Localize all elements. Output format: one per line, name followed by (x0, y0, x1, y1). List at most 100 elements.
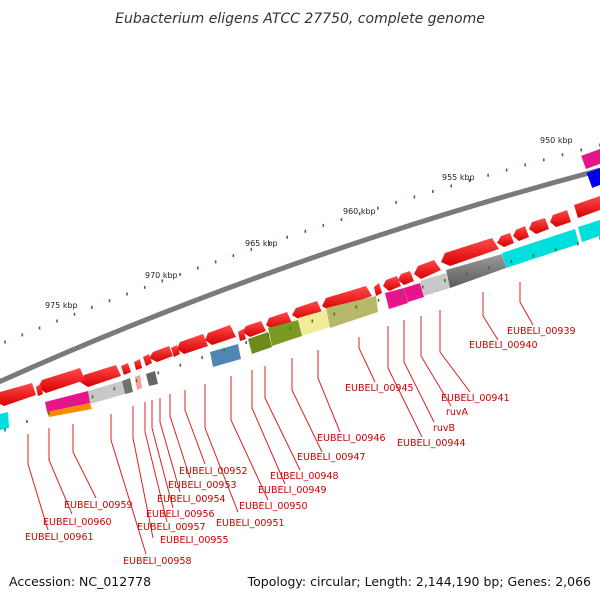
gene-label-eubeli-00945: EUBELI_00945 (345, 383, 414, 394)
scale-label-960: 960 kbp (343, 207, 376, 216)
gene-label-eubeli-00959: EUBELI_00959 (64, 500, 133, 511)
accession-text: Accession: NC_012778 (9, 574, 151, 589)
scale-label-955: 955 kbp (442, 173, 475, 182)
gene-arrow (374, 283, 382, 296)
leader-line (403, 320, 435, 423)
lightgrey-feature (420, 273, 450, 296)
leader-line (27, 434, 49, 531)
gene-arrow (80, 365, 121, 387)
gene-label-eubeli-00960: EUBELI_00960 (43, 517, 112, 528)
gene-arrow (242, 321, 266, 337)
gene-arrow (497, 233, 514, 247)
leader-line (519, 282, 534, 326)
gene-label-eubeli-00956: EUBELI_00956 (146, 509, 215, 520)
gene-arrow (550, 210, 571, 227)
gene-label-eubeli-00944: EUBELI_00944 (397, 438, 466, 449)
scale-label-970: 970 kbp (145, 271, 178, 280)
gene-arrow (529, 218, 549, 234)
gene-label-eubeli-00958: EUBELI_00958 (123, 556, 192, 567)
gene-label-eubeli-00939: EUBELI_00939 (507, 326, 576, 337)
leader-line (387, 326, 423, 438)
gene-arrow (266, 312, 292, 330)
pink-feature (404, 283, 424, 302)
leader-line (204, 384, 239, 513)
inner-tick-marks (4, 236, 600, 432)
leader-line (159, 398, 181, 493)
gene-arrow (171, 345, 180, 357)
map-title: Eubacterium eligens ATCC 27750, complete… (115, 11, 485, 27)
genome-backbone (0, 167, 600, 385)
gene-arrow (38, 368, 85, 393)
gene-label-eubeli-00951: EUBELI_00951 (216, 518, 285, 529)
pink-feature (385, 288, 408, 309)
gene-label-eubeli-00953: EUBELI_00953 (168, 480, 237, 491)
gene-arrow (205, 325, 236, 345)
leader-line (48, 428, 73, 515)
gene-arrow (238, 329, 246, 341)
gene-label-eubeli-00941: EUBELI_00941 (441, 393, 510, 404)
pink-feature (135, 375, 142, 390)
gene-label-eubeli-00947: EUBELI_00947 (297, 452, 366, 463)
gene-label-eubeli-00950: EUBELI_00950 (239, 501, 308, 512)
magenta-feature (45, 391, 90, 412)
scale-label-950: 950 kbp (540, 136, 573, 145)
gene-label-eubeli-00952: EUBELI_00952 (179, 466, 248, 477)
grey-feature (122, 378, 133, 394)
gene-arrow (383, 276, 401, 291)
gene-arrow (398, 271, 414, 285)
olive-feature (248, 332, 272, 354)
pink-feature (581, 149, 600, 169)
leader-line (169, 394, 191, 479)
gene-arrow (292, 301, 322, 320)
gene-arrow (149, 346, 173, 362)
leader-line (291, 358, 323, 453)
gene-labels: EUBELI_00939 EUBELI_00940 EUBELI_00941 r… (25, 326, 576, 567)
khaki-feature (326, 296, 378, 328)
gene-arrow (441, 238, 499, 266)
leader-line (110, 414, 147, 555)
blue-feature (586, 168, 600, 188)
orange-feature (47, 403, 92, 417)
gene-label-eubeli-00954: EUBELI_00954 (157, 494, 226, 505)
leader-line (358, 337, 376, 383)
yellow-feature (298, 310, 330, 336)
gene-label-ruvb: ruvB (433, 423, 455, 434)
gene-label-eubeli-00948: EUBELI_00948 (270, 471, 339, 482)
gene-arrow (177, 334, 208, 354)
gene-label-eubeli-00946: EUBELI_00946 (317, 433, 386, 444)
leader-line (72, 424, 97, 499)
gene-arrow (121, 363, 131, 375)
scale-label-965: 965 kbp (245, 239, 278, 248)
gene-arrow (574, 196, 600, 218)
leader-line (420, 316, 452, 407)
gene-arrow (134, 359, 142, 370)
gene-label-eubeli-00957: EUBELI_00957 (137, 522, 206, 533)
leader-line (264, 366, 301, 471)
gene-arrow (0, 383, 36, 406)
leader-line (184, 390, 206, 465)
leader-line (230, 376, 269, 501)
gene-label-eubeli-00949: EUBELI_00949 (258, 485, 327, 496)
darkgrey-feature (146, 371, 158, 386)
gene-arrow (36, 384, 43, 396)
scale-tick-marks (4, 143, 600, 344)
steelblue-feature (210, 344, 241, 367)
gene-arrow (322, 286, 372, 311)
cyan-feature (0, 412, 9, 430)
label-leader-lines (27, 282, 534, 555)
lightgrey-feature (88, 381, 125, 404)
gene-label-ruva: ruvA (446, 407, 469, 418)
gene-arrow (414, 260, 441, 279)
leader-line (251, 370, 286, 485)
cyan-feature (578, 220, 600, 242)
gene-arrow (513, 226, 529, 241)
cyan-feature (502, 229, 579, 268)
scale-label-975: 975 kbp (45, 301, 78, 310)
gene-label-eubeli-00955: EUBELI_00955 (160, 535, 229, 546)
gene-label-eubeli-00940: EUBELI_00940 (469, 340, 538, 351)
scale-labels: 950 kbp 955 kbp 960 kbp 965 kbp 970 kbp … (45, 136, 573, 310)
leader-line (132, 406, 154, 539)
leader-line (151, 400, 174, 509)
grey-feature (446, 254, 506, 288)
